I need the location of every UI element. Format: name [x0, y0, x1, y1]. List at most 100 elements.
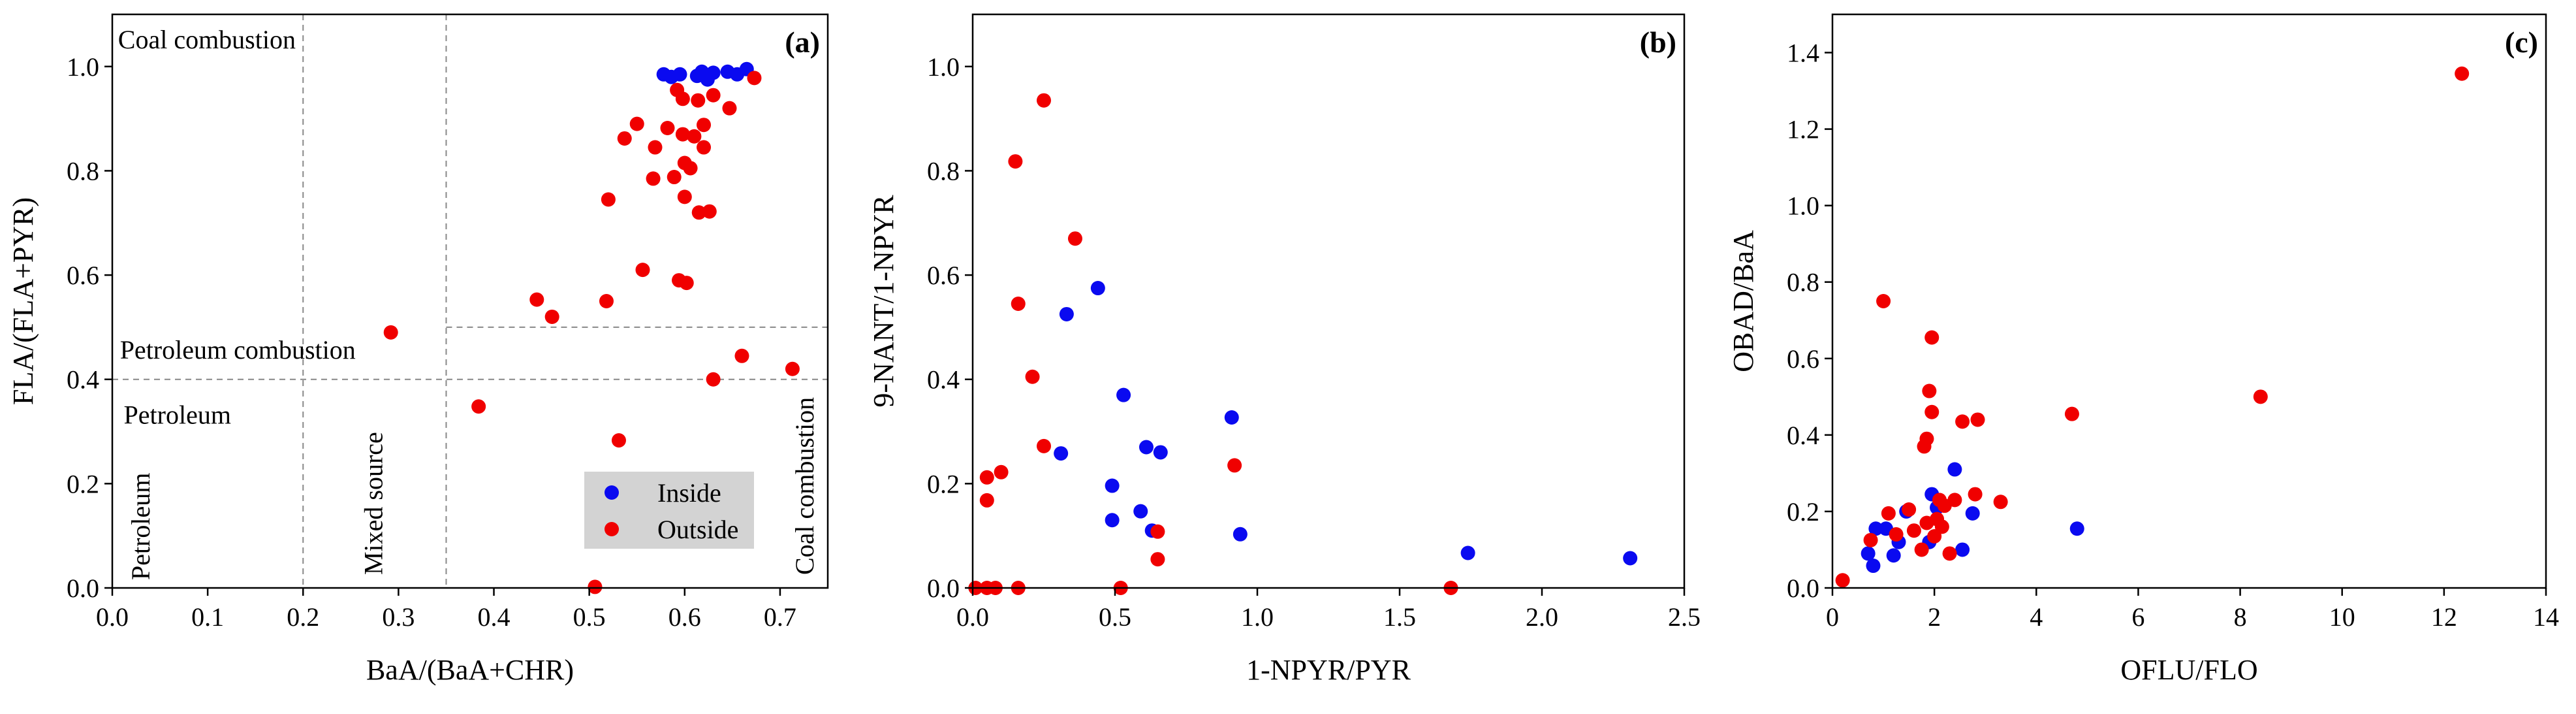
data-point-c-outside-15	[1937, 498, 1952, 513]
data-point-a-outside-15	[683, 161, 698, 176]
data-point-b-outside-2	[1067, 231, 1082, 246]
y-axis-label-c: OBAD/BaA	[1727, 230, 1759, 372]
data-point-b-inside-13	[1623, 551, 1638, 566]
x-tick-label-c-5: 10	[2329, 602, 2355, 632]
data-point-a-outside-21	[702, 204, 717, 219]
data-point-a-outside-1	[675, 91, 690, 106]
y-tick-label-a-1: 0.2	[67, 469, 99, 498]
x-tick-label-b-1: 0.5	[1099, 602, 1131, 632]
data-point-a-outside-17	[667, 170, 682, 185]
y-tick-label-c-2: 0.4	[1787, 421, 1819, 450]
data-point-c-inside-10	[1861, 546, 1876, 561]
data-point-b-inside-1	[1059, 306, 1074, 321]
data-point-b-outside-5	[1037, 438, 1051, 453]
y-tick-label-c-4: 0.8	[1787, 268, 1819, 297]
data-point-a-outside-13	[697, 140, 712, 155]
x-axis-label-a: BaA/(BaA+CHR)	[366, 654, 574, 686]
data-point-a-outside-20	[691, 205, 706, 220]
data-point-c-outside-23	[1863, 532, 1878, 547]
y-tick-label-a-2: 0.4	[67, 365, 99, 395]
x-axis-label-c: OFLU/FLO	[2120, 654, 2257, 686]
data-point-c-outside-1	[1876, 294, 1891, 308]
x-tick-label-c-6: 12	[2431, 602, 2457, 632]
data-point-a-outside-19	[677, 189, 692, 204]
data-point-c-outside-0	[2455, 66, 2470, 81]
data-point-c-outside-3	[1922, 383, 1937, 398]
data-point-b-inside-3	[1224, 410, 1239, 425]
plot-frame-b	[971, 13, 1686, 589]
legend-label-outside: Outside	[657, 515, 738, 544]
annotation-a-1: Petroleum combustion	[120, 335, 356, 365]
x-tick-label-c-1: 2	[1928, 602, 1941, 632]
data-point-a-outside-25	[599, 294, 614, 308]
x-tick-label-b-4: 2.0	[1526, 602, 1558, 632]
data-point-a-outside-7	[675, 127, 690, 142]
data-point-c-outside-17	[1902, 502, 1917, 517]
y-tick-label-a-0: 0.0	[67, 574, 99, 603]
data-point-a-outside-22	[635, 263, 650, 278]
data-point-a-outside-29	[785, 361, 800, 376]
annotation-a-5: Coal combustion	[790, 397, 819, 575]
data-point-b-inside-11	[1233, 527, 1248, 542]
panel-label-a: (a)	[785, 25, 820, 59]
y-tick-label-c-6: 1.2	[1787, 115, 1819, 144]
x-axis-label-b: 1-NPYR/PYR	[1246, 654, 1411, 686]
y-tick-label-b-2: 0.4	[927, 365, 960, 395]
x-tick-label-c-0: 0	[1826, 602, 1839, 632]
y-tick-label-b-0: 0.0	[927, 574, 960, 603]
y-axis-label-b: 9-NANT/1-NPYR	[868, 195, 900, 408]
y-tick-label-b-5: 1.0	[927, 52, 960, 82]
data-point-c-outside-13	[1993, 495, 2008, 510]
data-point-a-outside-2	[691, 93, 706, 108]
data-point-b-inside-12	[1460, 545, 1475, 560]
data-point-c-outside-26	[1942, 546, 1957, 561]
data-point-b-inside-4	[1139, 440, 1154, 455]
y-tick-label-a-3: 0.6	[67, 261, 99, 290]
legend-label-inside: Inside	[657, 478, 721, 508]
data-point-a-outside-33	[611, 433, 626, 448]
data-point-c-outside-16	[1881, 506, 1896, 521]
annotation-a-0: Coal combustion	[118, 25, 296, 54]
data-point-b-inside-7	[1105, 478, 1120, 493]
x-tick-label-a-6: 0.6	[668, 602, 701, 632]
data-point-b-inside-8	[1133, 504, 1148, 519]
data-point-c-outside-24	[1927, 528, 1942, 544]
x-tick-label-a-0: 0.0	[96, 602, 129, 632]
data-point-a-outside-12	[687, 129, 702, 144]
data-point-a-outside-34	[588, 579, 603, 594]
data-point-c-outside-25	[1914, 542, 1929, 557]
y-tick-label-a-5: 1.0	[67, 52, 99, 82]
data-point-a-outside-4	[747, 71, 762, 86]
data-point-a-outside-5	[629, 116, 644, 131]
x-tick-label-b-5: 2.5	[1668, 602, 1701, 632]
y-axis-label-a: FLA/(FLA+PYR)	[7, 197, 39, 405]
data-point-b-inside-9	[1105, 513, 1120, 528]
x-tick-label-b-3: 1.5	[1383, 602, 1416, 632]
data-point-c-outside-22	[1889, 527, 1904, 542]
data-point-b-outside-1	[1008, 154, 1023, 169]
data-point-a-outside-26	[529, 292, 544, 307]
x-tick-label-a-7: 0.7	[764, 602, 796, 632]
y-tick-label-c-5: 1.0	[1787, 191, 1819, 221]
data-point-a-outside-18	[601, 192, 616, 207]
x-tick-label-b-2: 1.0	[1241, 602, 1274, 632]
data-point-c-outside-8	[1955, 414, 1970, 429]
y-tick-label-a-4: 0.8	[67, 156, 99, 186]
data-point-c-outside-10	[1917, 439, 1932, 454]
x-tick-label-a-5: 0.5	[573, 602, 606, 632]
data-point-a-outside-24	[679, 276, 694, 291]
data-point-b-inside-5	[1054, 446, 1069, 461]
data-point-b-outside-8	[979, 470, 994, 485]
data-point-b-outside-4	[1025, 369, 1040, 384]
y-tick-label-b-1: 0.2	[927, 469, 960, 498]
data-point-a-inside-6	[706, 65, 721, 80]
y-tick-label-b-4: 0.8	[927, 156, 960, 186]
data-point-a-outside-28	[383, 325, 398, 340]
data-point-b-outside-6	[1227, 458, 1242, 473]
data-point-c-outside-6	[2064, 406, 2079, 421]
data-point-a-outside-6	[660, 121, 675, 136]
data-point-c-inside-11	[1886, 548, 1901, 563]
legend-marker-inside	[605, 485, 619, 500]
y-tick-label-b-3: 0.6	[927, 261, 960, 290]
